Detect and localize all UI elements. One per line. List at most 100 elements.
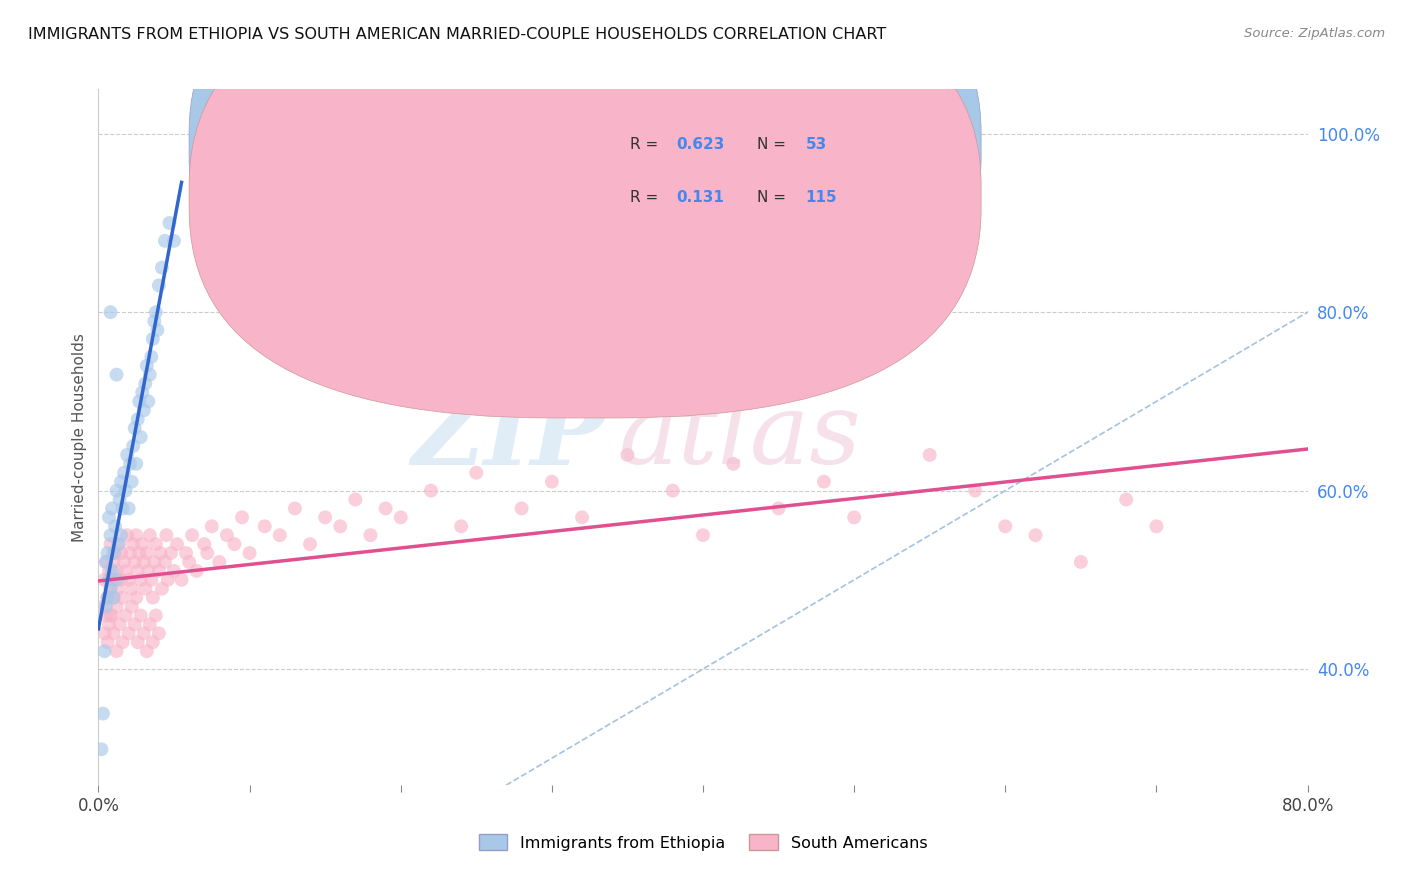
Point <box>1070 555 1092 569</box>
Point <box>118 501 141 516</box>
Point <box>159 216 181 230</box>
Point <box>100 305 122 319</box>
Point <box>160 546 183 560</box>
Point <box>139 368 162 382</box>
Text: 0.131: 0.131 <box>676 189 724 204</box>
Point <box>143 314 166 328</box>
Point <box>231 510 253 524</box>
Point <box>90 742 112 756</box>
Point <box>100 608 122 623</box>
Point <box>108 617 131 632</box>
Point <box>103 591 125 605</box>
Point <box>101 501 124 516</box>
Point <box>136 394 159 409</box>
Point <box>124 617 146 632</box>
Point <box>148 564 170 578</box>
Point <box>813 475 835 489</box>
Point <box>420 483 443 498</box>
Text: ZIP: ZIP <box>412 389 606 485</box>
Point <box>135 546 157 560</box>
Point <box>201 519 224 533</box>
Point <box>994 519 1017 533</box>
Point <box>110 528 132 542</box>
Point <box>132 403 155 417</box>
Point <box>101 608 124 623</box>
Text: IMMIGRANTS FROM ETHIOPIA VS SOUTH AMERICAN MARRIED-COUPLE HOUSEHOLDS CORRELATION: IMMIGRANTS FROM ETHIOPIA VS SOUTH AMERIC… <box>28 27 886 42</box>
Point <box>143 555 166 569</box>
Point <box>360 528 382 542</box>
Point <box>96 591 118 605</box>
Point <box>141 573 163 587</box>
Point <box>104 519 127 533</box>
Point <box>94 608 117 623</box>
Point <box>105 368 128 382</box>
Point <box>120 457 142 471</box>
Point <box>150 260 173 275</box>
Point <box>142 332 165 346</box>
Point <box>101 564 124 578</box>
Point <box>125 528 148 542</box>
Point <box>100 582 122 596</box>
Point <box>114 608 136 623</box>
Point <box>120 546 142 560</box>
Point <box>121 475 143 489</box>
Point <box>329 519 352 533</box>
Point <box>314 510 336 524</box>
Text: N =: N = <box>758 137 792 153</box>
Point <box>93 626 115 640</box>
Point <box>1024 528 1046 542</box>
Point <box>142 591 165 605</box>
Text: R =: R = <box>630 137 664 153</box>
Point <box>124 555 146 569</box>
Point <box>179 555 201 569</box>
Point <box>540 475 562 489</box>
Text: atlas: atlas <box>619 390 860 484</box>
FancyBboxPatch shape <box>190 0 981 366</box>
Point <box>128 394 150 409</box>
Point <box>101 573 124 587</box>
Point <box>124 421 146 435</box>
Point <box>125 591 148 605</box>
Point <box>155 528 177 542</box>
Point <box>110 573 132 587</box>
Point <box>163 234 186 248</box>
Point <box>110 475 132 489</box>
Point <box>136 564 159 578</box>
Point <box>129 430 152 444</box>
Point <box>98 510 121 524</box>
Point <box>118 626 141 640</box>
Point <box>111 591 134 605</box>
Point <box>98 564 121 578</box>
Point <box>844 510 866 524</box>
Point <box>150 582 173 596</box>
Point <box>114 483 136 498</box>
Point <box>193 537 215 551</box>
Point <box>768 501 790 516</box>
Y-axis label: Married-couple Households: Married-couple Households <box>72 333 87 541</box>
Point <box>111 501 134 516</box>
FancyBboxPatch shape <box>522 103 908 239</box>
Point <box>103 626 125 640</box>
Point <box>105 599 128 614</box>
Point <box>132 626 155 640</box>
Point <box>93 573 115 587</box>
Point <box>170 573 193 587</box>
Point <box>723 457 745 471</box>
Point <box>105 644 128 658</box>
Point <box>156 573 179 587</box>
Point <box>107 537 129 551</box>
Point <box>114 564 136 578</box>
Point <box>131 385 153 400</box>
Point <box>129 608 152 623</box>
Point <box>132 555 155 569</box>
Point <box>103 591 125 605</box>
Point <box>181 528 204 542</box>
Point <box>389 510 412 524</box>
Point <box>91 706 114 721</box>
Point <box>107 582 129 596</box>
Point <box>100 582 122 596</box>
Point <box>121 599 143 614</box>
Text: R =: R = <box>630 189 668 204</box>
Point <box>91 599 114 614</box>
Point <box>108 537 131 551</box>
